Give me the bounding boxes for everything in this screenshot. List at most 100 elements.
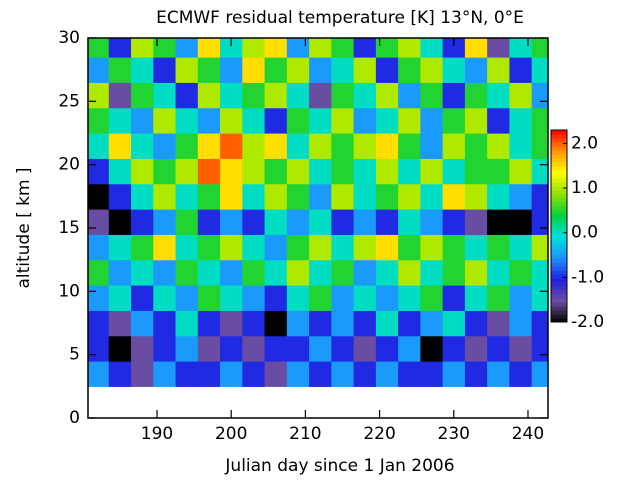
heat-cell (353, 133, 377, 159)
heat-cell (509, 310, 533, 337)
y-tick-label: 30 (58, 28, 80, 48)
heat-cell (242, 361, 266, 387)
heat-cell (442, 38, 466, 58)
heat-cell (420, 158, 444, 185)
heat-cell (242, 158, 266, 185)
colorbar-swatch (551, 206, 567, 211)
heat-cell (242, 335, 266, 362)
heat-cell (108, 82, 132, 109)
heat-cell (175, 82, 199, 109)
heat-cell (242, 259, 266, 286)
colorbar-swatch (551, 210, 567, 215)
heat-cell (442, 209, 466, 235)
heat-cell (242, 133, 266, 159)
heat-cell (153, 310, 177, 337)
heat-cell (153, 234, 177, 261)
heat-cell (131, 57, 154, 83)
heat-cell (509, 209, 533, 235)
heat-cell (286, 183, 310, 210)
heat-cell (264, 107, 288, 134)
heat-cell (286, 133, 310, 159)
colorbar-swatch (551, 214, 567, 219)
colorbar-swatch (551, 226, 567, 231)
heat-cell (108, 335, 132, 362)
heat-cell (131, 285, 154, 311)
heat-cell (464, 158, 488, 185)
heat-cell (286, 107, 310, 134)
heat-cell (220, 259, 243, 286)
heat-cell (309, 335, 332, 362)
heat-cell (331, 158, 355, 185)
heat-cell (197, 158, 221, 185)
heat-cell (220, 158, 243, 185)
heat-cell (264, 285, 288, 311)
heat-cell (464, 234, 488, 261)
heat-cell (88, 361, 110, 387)
heat-cell (487, 234, 511, 261)
heat-cell (353, 361, 377, 387)
heat-cell (264, 38, 288, 58)
colorbar-tick-label: -1.0 (571, 267, 604, 287)
colorbar-swatch (551, 194, 567, 199)
heat-cell (531, 38, 548, 58)
heat-cell (264, 209, 288, 235)
heat-cell (131, 259, 154, 286)
heat-cell (220, 82, 243, 109)
heat-cell (531, 361, 548, 387)
heat-cell (442, 183, 466, 210)
heat-cell (509, 133, 533, 159)
heat-cell (509, 361, 533, 387)
heat-cell (220, 107, 243, 134)
heat-cell (331, 133, 355, 159)
heat-cell (131, 38, 154, 58)
colorbar-swatch (551, 182, 567, 187)
heat-cell (175, 310, 199, 337)
heat-cell (286, 57, 310, 83)
y-tick-label: 5 (69, 345, 80, 365)
heat-cell (175, 259, 199, 286)
heat-cell (375, 133, 399, 159)
heat-cell (264, 259, 288, 286)
colorbar-swatch (551, 218, 567, 223)
heat-cell (220, 133, 243, 159)
heat-cell (420, 107, 444, 134)
heat-cell (487, 158, 511, 185)
heat-cell (309, 57, 332, 83)
heat-cell (108, 361, 132, 387)
heat-cell (197, 183, 221, 210)
heat-cell (331, 361, 355, 387)
heat-cell (464, 57, 488, 83)
heat-cell (131, 107, 154, 134)
heat-cell (531, 335, 548, 362)
heat-cell (175, 133, 199, 159)
heat-cell (309, 158, 332, 185)
heat-cell (398, 183, 421, 210)
heat-cell (153, 107, 177, 134)
heat-cell (464, 361, 488, 387)
heat-cell (353, 259, 377, 286)
colorbar-swatch (551, 266, 567, 271)
heat-cell (220, 285, 243, 311)
colorbar-swatch (551, 130, 567, 135)
heat-cell (242, 209, 266, 235)
heat-cell (375, 310, 399, 337)
heat-cell (153, 158, 177, 185)
heat-cell (420, 234, 444, 261)
y-tick-label: 15 (58, 218, 80, 238)
heat-cell (175, 234, 199, 261)
heat-cell (286, 158, 310, 185)
heat-cell (220, 335, 243, 362)
colorbar-swatch (551, 318, 567, 323)
heat-cell (286, 310, 310, 337)
heat-cell (131, 234, 154, 261)
heat-cell (309, 183, 332, 210)
colorbar-swatch (551, 298, 567, 303)
heat-cell (264, 82, 288, 109)
heat-cell (88, 310, 110, 337)
heat-cell (242, 82, 266, 109)
heat-cell (88, 259, 110, 286)
heat-cell (487, 361, 511, 387)
heat-cell (398, 259, 421, 286)
heat-cell (175, 285, 199, 311)
heat-cell (88, 285, 110, 311)
